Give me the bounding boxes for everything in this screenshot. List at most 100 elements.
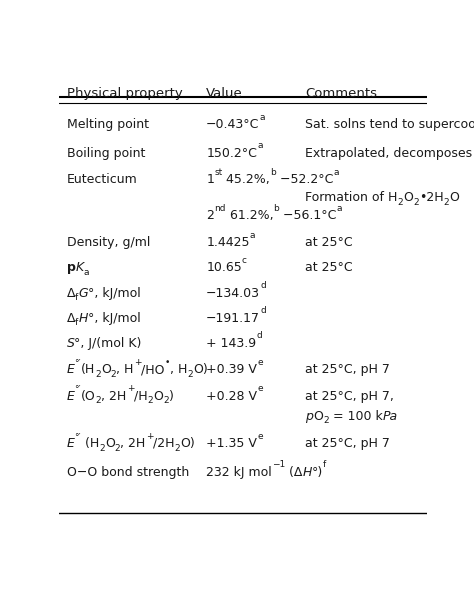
Text: +0.39 V: +0.39 V [206, 363, 257, 376]
Text: e: e [257, 384, 263, 393]
Text: G: G [78, 287, 88, 300]
Text: 150.2°C: 150.2°C [206, 147, 257, 160]
Text: Extrapolated, decomposes: Extrapolated, decomposes [305, 147, 473, 160]
Text: Δ: Δ [66, 311, 75, 324]
Text: Comments: Comments [305, 87, 377, 100]
Text: 61.2%,: 61.2%, [226, 209, 273, 222]
Text: +: + [127, 384, 134, 393]
Text: °, kJ/mol: °, kJ/mol [88, 311, 140, 324]
Text: a: a [250, 231, 255, 240]
Text: °, kJ/mol: °, kJ/mol [88, 287, 141, 300]
Text: H: H [302, 466, 312, 479]
Text: •: • [165, 358, 170, 367]
Text: Density, g/ml: Density, g/ml [66, 236, 150, 249]
Text: O: O [449, 191, 459, 204]
Text: °′: °′ [74, 358, 81, 367]
Text: O): O) [193, 363, 208, 376]
Text: 2: 2 [99, 443, 105, 452]
Text: −52.2°C: −52.2°C [276, 173, 333, 186]
Text: a: a [333, 168, 339, 177]
Text: +: + [146, 432, 153, 440]
Text: O: O [313, 410, 323, 423]
Text: 2: 2 [398, 198, 403, 207]
Text: +: + [134, 358, 141, 367]
Text: 2: 2 [115, 443, 120, 452]
Text: °′: °′ [74, 384, 81, 393]
Text: O−O bond strength: O−O bond strength [66, 466, 189, 479]
Text: a: a [84, 268, 89, 277]
Text: f: f [75, 318, 78, 327]
Text: 2: 2 [444, 198, 449, 207]
Text: Δ: Δ [66, 287, 75, 300]
Text: E: E [66, 437, 74, 450]
Text: 2: 2 [413, 198, 419, 207]
Text: at 25°C: at 25°C [305, 262, 353, 275]
Text: /H: /H [134, 390, 148, 403]
Text: /HO: /HO [141, 363, 165, 376]
Text: d: d [260, 306, 266, 316]
Text: at 25°C: at 25°C [305, 236, 353, 249]
Text: Physical property: Physical property [66, 87, 182, 100]
Text: a: a [260, 113, 265, 122]
Text: 2: 2 [95, 369, 101, 379]
Text: −0.43°C: −0.43°C [206, 118, 260, 131]
Text: e: e [257, 358, 263, 367]
Text: , H: , H [116, 363, 134, 376]
Text: a: a [257, 141, 263, 150]
Text: Formation of H: Formation of H [305, 191, 398, 204]
Text: at 25°C, pH 7: at 25°C, pH 7 [305, 363, 390, 376]
Text: Pa: Pa [383, 410, 398, 423]
Text: °, J/(mol K): °, J/(mol K) [74, 337, 142, 350]
Text: +0.28 V: +0.28 V [206, 390, 257, 403]
Text: 10.65: 10.65 [206, 262, 242, 275]
Text: 2: 2 [111, 369, 116, 379]
Text: −191.17: −191.17 [206, 311, 260, 324]
Text: K: K [75, 262, 84, 275]
Text: Boiling point: Boiling point [66, 147, 145, 160]
Text: Melting point: Melting point [66, 118, 148, 131]
Text: •2H: •2H [419, 191, 444, 204]
Text: H: H [78, 311, 88, 324]
Text: 2: 2 [188, 369, 193, 379]
Text: + 143.9: + 143.9 [206, 337, 256, 350]
Text: 232 kJ mol: 232 kJ mol [206, 466, 272, 479]
Text: Value: Value [206, 87, 243, 100]
Text: O: O [154, 390, 163, 403]
Text: at 25°C, pH 7,: at 25°C, pH 7, [305, 390, 394, 403]
Text: (H: (H [81, 363, 95, 376]
Text: E: E [66, 363, 74, 376]
Text: d: d [256, 332, 262, 340]
Text: 1.4425: 1.4425 [206, 236, 250, 249]
Text: −56.1°C: −56.1°C [279, 209, 337, 222]
Text: 45.2%,: 45.2%, [222, 173, 270, 186]
Text: O): O) [180, 437, 195, 450]
Text: d: d [260, 281, 266, 290]
Text: p: p [305, 410, 313, 423]
Text: 2: 2 [206, 209, 214, 222]
Text: −134.03: −134.03 [206, 287, 260, 300]
Text: E: E [66, 390, 74, 403]
Text: , H: , H [170, 363, 188, 376]
Text: p: p [66, 262, 75, 275]
Text: , 2H: , 2H [101, 390, 127, 403]
Text: , 2H: , 2H [120, 437, 146, 450]
Text: O: O [101, 363, 111, 376]
Text: b: b [270, 168, 276, 177]
Text: a: a [337, 204, 342, 213]
Text: c: c [242, 256, 247, 265]
Text: 2: 2 [148, 396, 154, 405]
Text: 2: 2 [163, 396, 169, 405]
Text: Sat. solns tend to supercool: Sat. solns tend to supercool [305, 118, 474, 131]
Text: O: O [403, 191, 413, 204]
Text: −1: −1 [272, 461, 285, 469]
Text: (H: (H [81, 437, 99, 450]
Text: at 25°C, pH 7: at 25°C, pH 7 [305, 437, 390, 450]
Text: +1.35 V: +1.35 V [206, 437, 257, 450]
Text: /2H: /2H [153, 437, 174, 450]
Text: 2: 2 [323, 416, 329, 425]
Text: nd: nd [214, 204, 226, 213]
Text: (O: (O [81, 390, 96, 403]
Text: f: f [75, 293, 78, 302]
Text: Eutecticum: Eutecticum [66, 173, 137, 186]
Text: °): °) [312, 466, 323, 479]
